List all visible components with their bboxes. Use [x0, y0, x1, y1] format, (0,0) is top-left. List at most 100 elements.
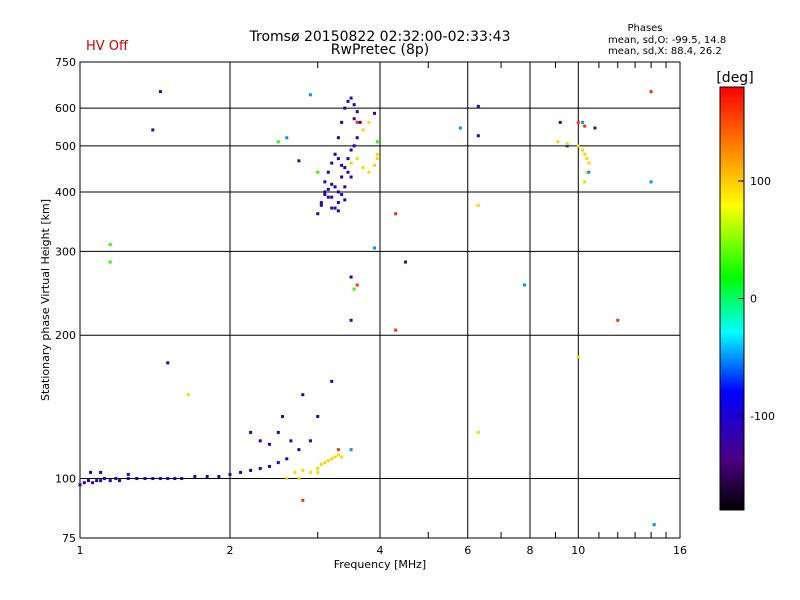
y-tick-label: 100: [55, 473, 76, 486]
data-point: [267, 464, 271, 468]
y-tick-labels: 75 100 200 300 400 500 600 750: [55, 56, 76, 545]
data-point: [649, 180, 653, 184]
x-tick-label: 10: [571, 544, 585, 557]
data-point: [581, 148, 585, 152]
chart-title: Tromsø 20150822 02:32:00-02:33:43: [249, 29, 511, 45]
data-point: [297, 159, 301, 163]
grid-lines: [80, 62, 680, 538]
y-axis-label: Stationary phase Virtual Height [km]: [39, 199, 52, 401]
data-point: [281, 414, 285, 418]
data-point: [323, 190, 327, 194]
data-point: [336, 201, 340, 205]
data-point: [394, 212, 398, 216]
data-point: [581, 120, 585, 124]
data-point: [352, 117, 356, 121]
data-point: [361, 128, 365, 132]
data-point: [151, 128, 155, 132]
x-tick-label: 8: [527, 544, 534, 557]
data-point: [258, 439, 262, 443]
data-point: [583, 152, 587, 156]
data-point: [99, 479, 103, 483]
data-point: [352, 287, 356, 291]
colorbar-tick-label: 100: [750, 175, 771, 188]
data-point: [355, 157, 359, 161]
data-point: [349, 318, 353, 322]
data-point: [476, 203, 480, 207]
data-point: [297, 448, 301, 452]
data-point: [249, 468, 253, 472]
colorbar-tick-label: 0: [750, 293, 757, 306]
status-text: HV Off: [86, 39, 129, 54]
y-tick-label: 300: [55, 245, 76, 258]
colorbar-ticks: 100 0 -100: [738, 175, 775, 423]
data-point: [583, 180, 587, 184]
data-point: [308, 439, 312, 443]
data-point: [99, 470, 103, 474]
data-point: [349, 275, 353, 279]
data-point: [373, 246, 377, 250]
y-tick-label: 400: [55, 186, 76, 199]
colorbar: [deg] 100 0 -100: [716, 70, 775, 511]
data-point: [565, 142, 569, 146]
data-point: [652, 523, 656, 527]
data-point: [333, 455, 337, 459]
data-point: [117, 479, 121, 483]
data-point: [301, 393, 305, 397]
data-point: [373, 163, 377, 167]
data-point: [330, 195, 334, 199]
data-point: [323, 193, 327, 197]
data-point: [319, 203, 323, 207]
data-point: [135, 477, 139, 481]
data-point: [326, 195, 330, 199]
data-point: [78, 483, 82, 487]
data-point: [108, 243, 112, 247]
data-point: [258, 466, 262, 470]
data-point: [367, 170, 371, 174]
data-point: [336, 157, 340, 161]
data-point: [355, 120, 359, 124]
data-point: [346, 157, 350, 161]
data-point: [336, 136, 340, 140]
data-point: [91, 481, 95, 485]
data-point: [375, 140, 379, 144]
chart-subtitle: RwPretec (8p): [331, 42, 429, 58]
plot-area: 1 2 4 6 8 10 16 75 100 200 300 400 500 600 750: [55, 56, 687, 557]
data-point: [587, 170, 591, 174]
data-point: [180, 477, 184, 481]
data-point: [289, 439, 293, 443]
data-point: [316, 466, 320, 470]
data-point: [316, 212, 320, 216]
data-point: [330, 161, 334, 165]
data-point: [355, 283, 359, 287]
data-point: [333, 185, 337, 189]
phases-legend-x: mean, sd,X: 88.4, 26.2: [608, 46, 722, 57]
data-point: [576, 144, 580, 148]
data-point: [293, 470, 297, 474]
data-point: [616, 318, 620, 322]
data-point: [108, 479, 112, 483]
data-point: [319, 463, 323, 467]
data-point: [326, 170, 330, 174]
data-point: [217, 474, 221, 478]
data-point: [108, 260, 112, 264]
data-point: [476, 134, 480, 138]
data-point: [82, 481, 86, 485]
data-point: [267, 442, 271, 446]
data-point: [330, 457, 334, 461]
data-point: [166, 361, 170, 365]
data-point: [336, 453, 340, 457]
x-tick-label: 16: [673, 544, 687, 557]
data-point: [285, 457, 289, 461]
y-tick-label: 200: [55, 329, 76, 342]
data-point: [340, 175, 344, 179]
data-point: [458, 126, 462, 130]
data-point: [343, 166, 347, 170]
data-point: [349, 148, 353, 152]
data-point: [585, 157, 589, 161]
data-point: [373, 111, 377, 115]
data-point: [166, 477, 170, 481]
data-point: [333, 206, 337, 210]
data-point: [355, 136, 359, 140]
y-tick-label: 600: [55, 102, 76, 115]
data-point: [346, 99, 350, 103]
